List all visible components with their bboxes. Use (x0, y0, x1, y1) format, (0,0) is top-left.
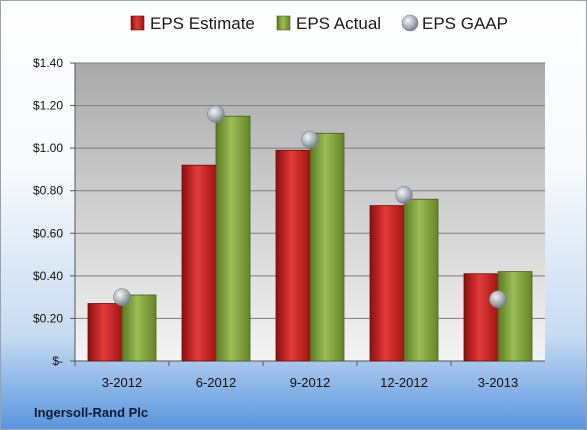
x-tick-label: 3-2012 (102, 375, 142, 390)
legend-label: EPS Actual (296, 14, 381, 33)
y-tick-label: $0.20 (33, 311, 63, 325)
legend-swatch-eps-gaap (401, 14, 419, 32)
bar-eps-actual-9-2012 (309, 132, 345, 362)
bar-eps-estimate-9-2012 (275, 149, 311, 362)
y-tick-label: $0.60 (33, 226, 63, 240)
bar-eps-estimate-3-2013 (463, 273, 499, 362)
bar-eps-actual-3-2012 (121, 294, 157, 362)
x-tick-label: 3-2013 (478, 375, 518, 390)
bar-eps-estimate-3-2012 (87, 303, 123, 362)
y-tick-label: $0.80 (33, 184, 63, 198)
x-tick-label: 6-2012 (196, 375, 236, 390)
x-tick-label: 9-2012 (290, 375, 330, 390)
x-tick-label: 12-2012 (380, 375, 428, 390)
bar-eps-actual-3-2013 (497, 271, 533, 362)
bar-eps-estimate-12-2012 (369, 205, 405, 362)
legend-label: EPS GAAP (422, 14, 508, 33)
y-tick-label: $0.40 (33, 269, 63, 283)
marker-eps-gaap-9-2012 (301, 130, 319, 149)
legend-swatch-eps-estimate (130, 15, 145, 31)
marker-eps-gaap-12-2012 (395, 186, 413, 204)
legend-label: EPS Estimate (150, 14, 255, 33)
y-tick-label: $1.00 (33, 141, 63, 155)
bar-eps-actual-12-2012 (403, 198, 439, 362)
y-tick-label: $1.20 (33, 99, 63, 113)
legend-swatch-eps-actual (276, 15, 291, 31)
company-label: Ingersoll-Rand Plc (34, 405, 148, 420)
marker-eps-gaap-3-2012 (113, 288, 131, 306)
bar-eps-actual-6-2012 (215, 115, 251, 362)
y-tick-label: $1.40 (33, 56, 63, 70)
y-tick-label: $- (52, 354, 63, 368)
marker-eps-gaap-3-2013 (489, 290, 507, 309)
bar-eps-estimate-6-2012 (181, 164, 217, 362)
marker-eps-gaap-6-2012 (207, 105, 225, 123)
